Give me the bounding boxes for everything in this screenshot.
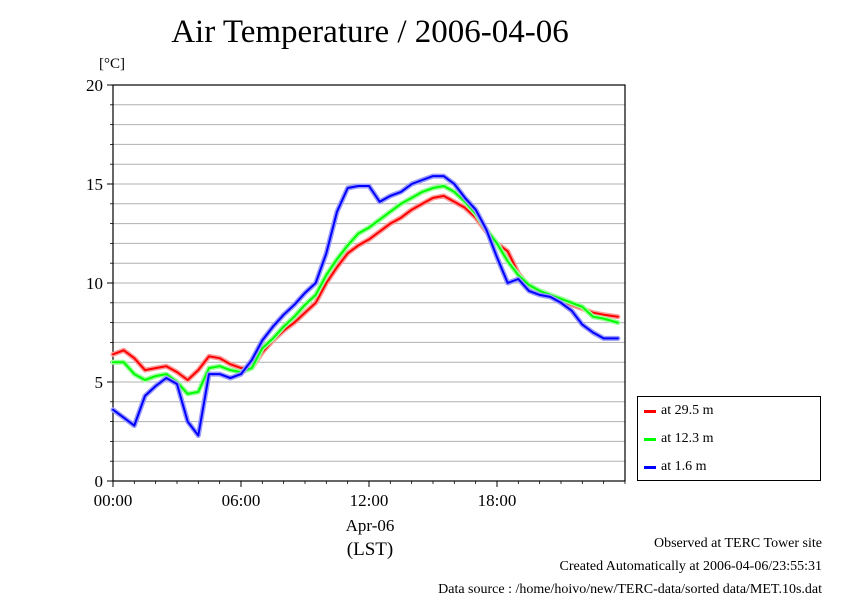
legend-swatch [644,437,656,441]
series-line-halo [110,173,621,438]
y-axis-unit: [°C] [99,56,125,72]
series-line-halo [110,183,621,397]
legend-item: at 1.6 m [644,457,707,477]
chart-title: Air Temperature / 2006-04-06 [171,14,569,50]
series-line [112,185,619,395]
legend: at 29.5 m at 12.3 m at 1.6 m [637,396,821,481]
x-tick-label: 06:00 [222,491,261,510]
y-tick-label: 10 [86,274,103,293]
x-tick-label: 12:00 [350,491,389,510]
x-tick-label: 18:00 [478,491,517,510]
legend-swatch [644,409,656,413]
legend-label: at 29.5 m [661,403,714,418]
legend-swatch [644,465,656,469]
series-line [112,175,619,437]
y-tick-label: 15 [86,175,103,194]
legend-item: at 12.3 m [644,429,714,449]
legend-label: at 1.6 m [661,459,707,474]
y-tick-label: 5 [95,373,104,392]
x-axis-date-label: Apr-06 [345,516,395,535]
x-tick-label: 00:00 [94,491,133,510]
y-tick-label: 20 [86,76,103,95]
legend-item: at 29.5 m [644,401,714,421]
footer-created-timestamp: Created Automatically at 2006-04-06/23:5… [559,559,822,574]
y-tick-label: 0 [95,472,104,491]
footer-observed-site: Observed at TERC Tower site [653,536,822,551]
x-axis-timezone-label: (LST) [346,539,394,560]
footer-data-source: Data source : /home/hoivo/new/TERC-data/… [438,582,822,597]
legend-label: at 12.3 m [661,431,714,446]
